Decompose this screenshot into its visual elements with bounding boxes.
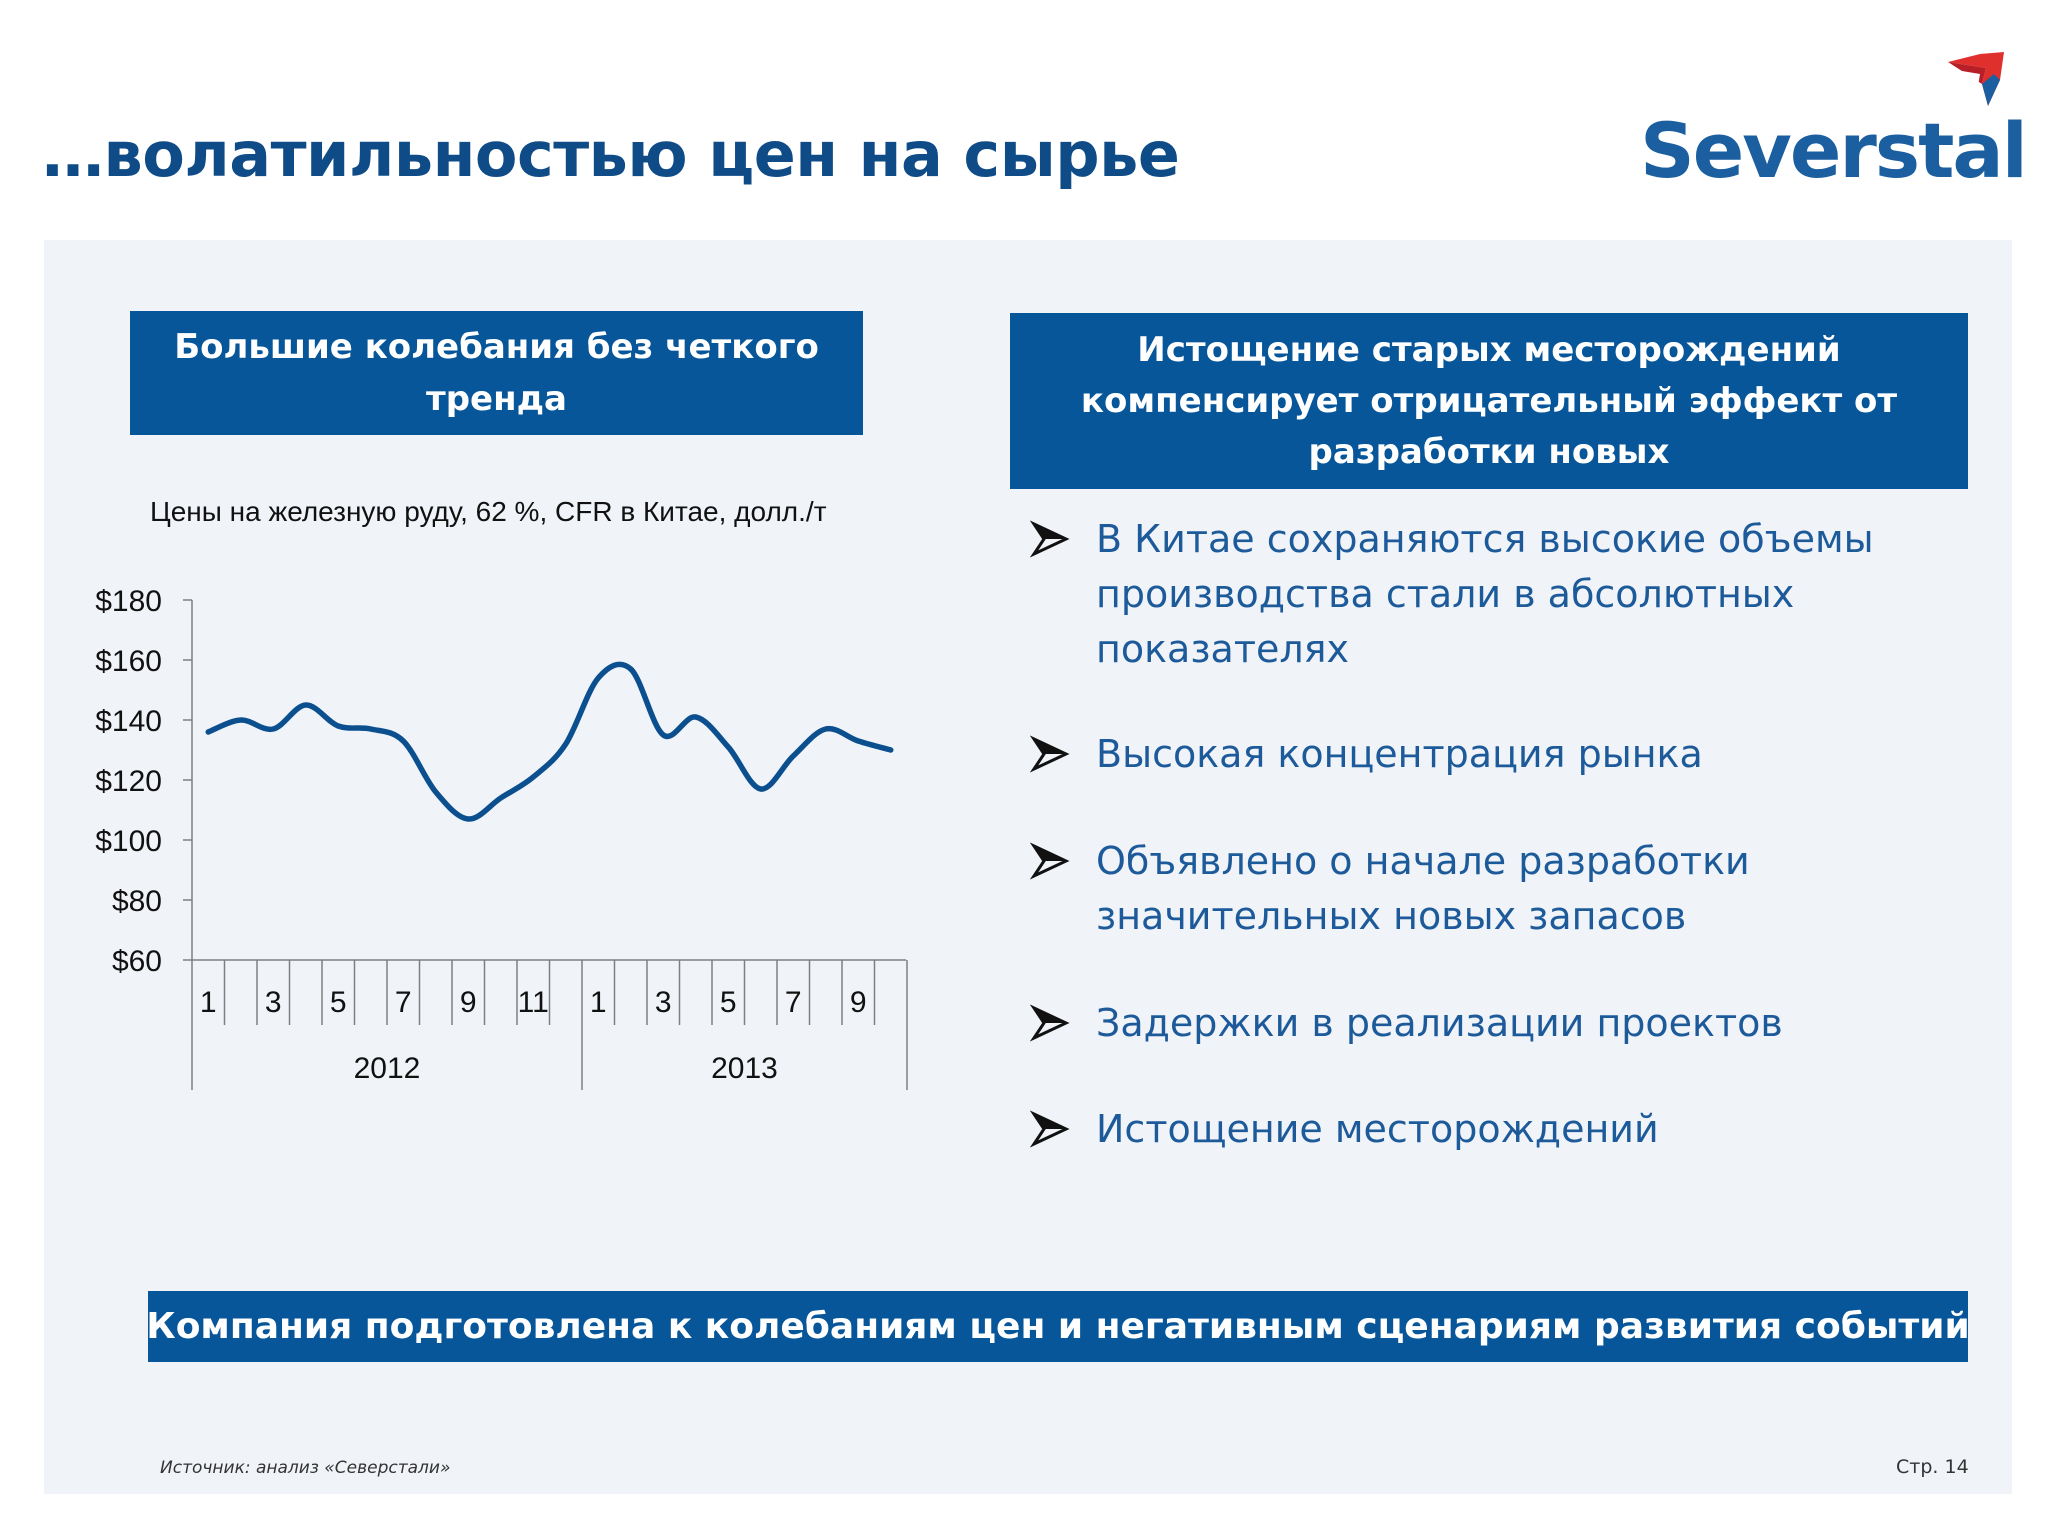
- arrow-bullet-icon: [1030, 735, 1070, 773]
- x-month-label: 1: [590, 986, 607, 1019]
- source-note: Источник: анализ «Северстали»: [160, 1458, 451, 1478]
- x-year-label: 2013: [711, 1052, 778, 1085]
- bullet-text: В Китае сохраняются высокие объемы произ…: [1096, 517, 1874, 671]
- x-month-label: 9: [850, 986, 867, 1019]
- slide-title: …волатильностью цен на сырье: [42, 118, 1180, 191]
- bullet-text: Истощение месторождений: [1096, 1107, 1659, 1151]
- x-month-label: 1: [200, 986, 217, 1019]
- y-tick-label: $140: [95, 705, 162, 738]
- y-tick-label: $160: [95, 645, 162, 678]
- x-year-label: 2012: [354, 1052, 421, 1085]
- left-header-box: Большие колебания без четкого тренда: [130, 311, 863, 435]
- x-month-label: 9: [460, 986, 477, 1019]
- x-month-label: 11: [518, 986, 549, 1019]
- bullet-text: Объявлено о начале разработки значительн…: [1096, 839, 1750, 938]
- price-series-line: [205, 661, 894, 822]
- arrow-bullet-icon: [1030, 842, 1070, 880]
- y-tick-label: $60: [112, 945, 162, 978]
- severstal-logo: Severstal: [1640, 50, 2028, 200]
- arrow-bullet-icon: [1030, 520, 1070, 558]
- y-tick-label: $100: [95, 825, 162, 858]
- bullet-text: Задержки в реализации проектов: [1096, 1001, 1783, 1045]
- bullet-text: Высокая концентрация рынка: [1096, 732, 1703, 776]
- chart-title: Цены на железную руду, 62 %, CFR в Китае…: [150, 496, 827, 527]
- page-number: Стр. 14: [1896, 1456, 1969, 1478]
- x-month-label: 7: [395, 986, 412, 1019]
- logo-mark-icon: [1948, 52, 2004, 106]
- x-month-label: 5: [720, 986, 737, 1019]
- x-month-label: 3: [655, 986, 672, 1019]
- x-month-label: 3: [265, 986, 282, 1019]
- arrow-bullet-icon: [1030, 1004, 1070, 1042]
- x-month-label: 5: [330, 986, 347, 1019]
- x-month-label: 7: [785, 986, 802, 1019]
- bottom-banner: Компания подготовлена к колебаниям цен и…: [146, 1291, 1970, 1362]
- right-header-box: Истощение старых месторождений компенсир…: [1010, 313, 1968, 489]
- logo-text: Severstal: [1640, 106, 2028, 195]
- arrow-bullet-icon: [1030, 1110, 1070, 1148]
- y-tick-label: $180: [95, 585, 162, 618]
- y-tick-label: $120: [95, 765, 162, 798]
- y-tick-label: $80: [112, 885, 162, 918]
